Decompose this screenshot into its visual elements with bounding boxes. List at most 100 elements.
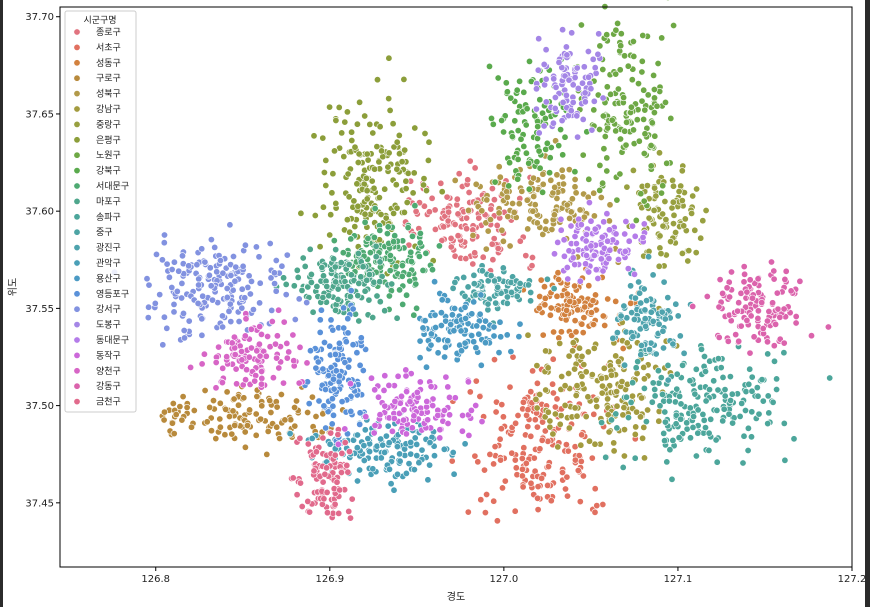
data-point [212,435,220,443]
data-point [228,339,236,347]
data-point [607,416,615,424]
data-point [640,384,648,392]
data-point [552,83,560,91]
data-point [595,30,603,38]
data-point [609,334,617,342]
data-point [514,155,522,163]
data-point [494,283,502,291]
data-point [169,399,177,407]
data-point [351,223,359,231]
data-point [330,255,338,263]
data-point [441,353,449,361]
data-point [607,371,615,379]
data-point [824,323,832,331]
data-point [495,209,503,217]
data-point [748,387,756,395]
data-point [649,379,657,387]
data-point [424,156,432,164]
data-point [466,157,474,165]
data-point [713,458,721,466]
data-point [507,348,515,356]
legend-item: 서대문구 [73,181,129,192]
data-point [375,158,383,166]
data-point [607,90,615,98]
data-point [544,408,552,416]
y-tick-label: 37.45 [25,498,54,509]
data-point [451,176,459,184]
data-point [739,459,747,467]
data-point [605,428,613,436]
data-point [160,313,168,321]
data-point [763,338,771,346]
data-point [600,364,608,372]
legend-item: 마포구 [73,196,121,207]
data-point [716,276,724,284]
data-point [672,300,680,308]
data-point [291,422,299,430]
data-point [598,419,606,427]
data-point [454,210,462,218]
data-point [720,405,728,413]
data-point [591,291,599,299]
data-point [522,252,530,260]
data-point [635,278,643,286]
data-point [312,412,320,420]
data-point [504,213,512,221]
data-point [210,397,218,405]
x-tick-label: 127.2 [838,574,867,585]
data-point [580,63,588,71]
data-point [484,227,492,235]
data-point [386,106,394,114]
data-point [230,333,238,341]
data-point [714,386,722,394]
data-point [603,154,611,162]
data-point [488,240,496,248]
data-point [435,242,443,250]
data-point [642,322,650,330]
data-point [416,337,424,345]
data-point [612,26,620,34]
data-point [599,312,607,320]
data-point [578,372,586,380]
data-point [535,147,543,155]
data-point [603,167,611,175]
legend-marker [73,197,81,205]
data-point [334,431,342,439]
data-point [373,143,381,151]
data-point [541,114,549,122]
data-point [360,442,368,450]
data-point [320,495,328,503]
data-point [413,304,421,312]
data-point [400,75,408,83]
data-point [610,447,618,455]
data-point [592,396,600,404]
data-point [661,408,669,416]
data-point [413,388,421,396]
data-point [737,322,745,330]
data-point [564,447,572,455]
data-point [341,439,349,447]
data-point [200,350,208,358]
data-point [670,21,678,29]
data-point [727,268,735,276]
data-point [613,424,621,432]
window-edge-right [865,0,870,607]
data-point [160,239,168,247]
data-point [159,341,167,349]
legend-item: 동대문구 [73,335,129,346]
data-point [495,163,503,171]
data-point [370,233,378,241]
data-point [666,446,674,454]
data-point [257,330,265,338]
data-point [490,356,498,364]
data-point [431,225,439,233]
series-광진구 [609,253,695,384]
data-point [471,249,479,257]
data-point [524,423,532,431]
data-point [369,129,377,137]
data-point [363,150,371,158]
data-point [533,219,541,227]
data-point [780,349,788,357]
data-point [516,279,524,287]
data-point [205,271,213,279]
